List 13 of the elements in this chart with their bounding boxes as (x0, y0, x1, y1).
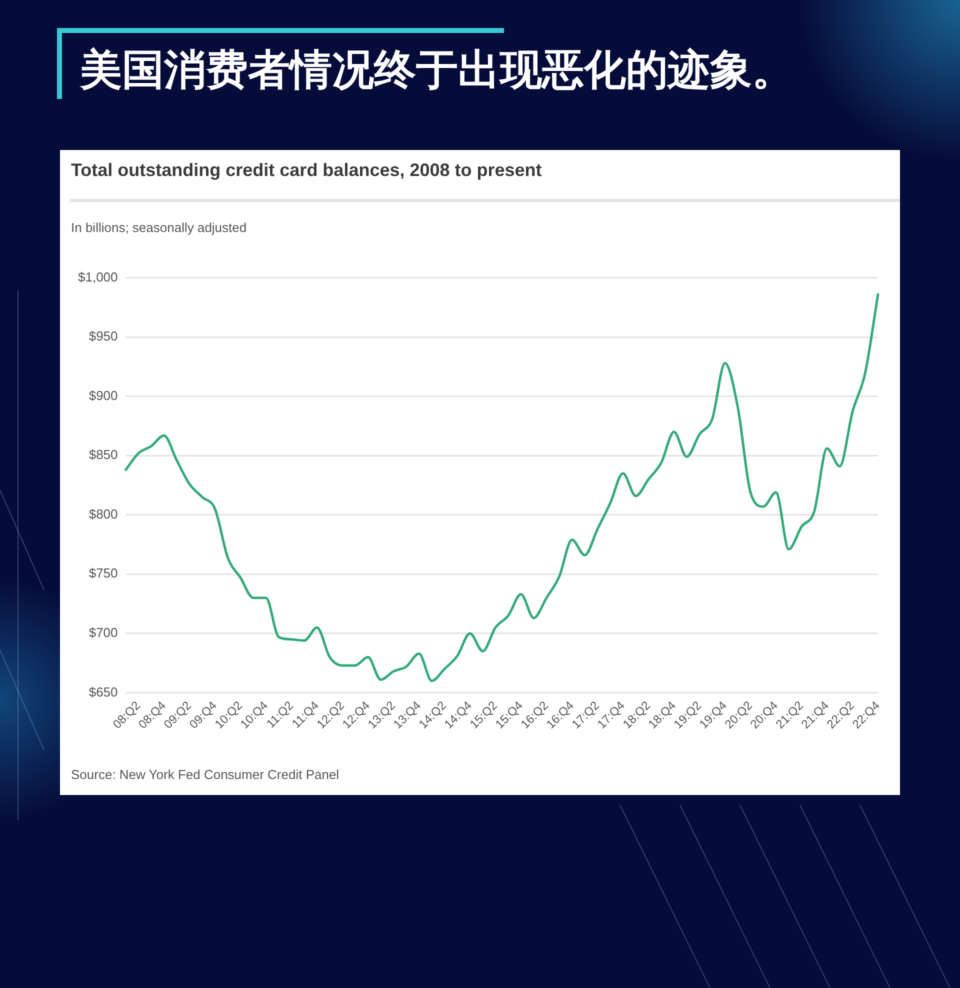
y-tick-label: $650 (88, 684, 118, 700)
chart-subtitle: Total outstanding credit card balances, 2008 to present (71, 159, 542, 182)
source-note: Source: New York Fed Consumer Credit Panel (71, 767, 340, 783)
y-tick-label: $800 (88, 506, 118, 522)
line-series (124, 293, 880, 682)
y-tick-label: $750 (88, 566, 118, 581)
y-tick-label: $950 (88, 328, 118, 344)
y-tick-label: $700 (88, 625, 118, 640)
y-tick-label: $900 (88, 388, 118, 403)
chart-title: 美国消费者情况终于出现恶化的迹象。 (80, 44, 794, 96)
y-tick-label: $850 (88, 447, 118, 462)
y-axis-title: In billions; seasonally adjusted (71, 220, 247, 236)
y-tick-label: $1,000 (78, 269, 118, 284)
